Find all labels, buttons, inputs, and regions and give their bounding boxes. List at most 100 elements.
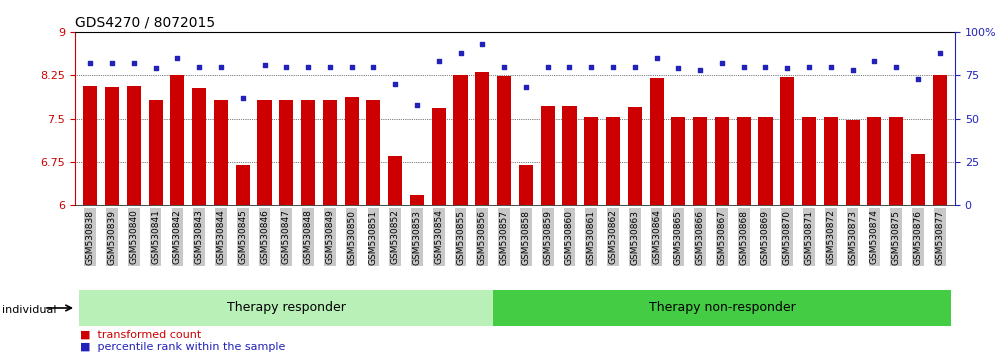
- Text: GSM530860: GSM530860: [565, 210, 574, 264]
- Bar: [432, 108, 446, 205]
- Bar: [127, 86, 141, 205]
- Point: [714, 60, 730, 66]
- Bar: [693, 118, 707, 205]
- Text: GSM530865: GSM530865: [674, 210, 683, 264]
- Point: [801, 64, 817, 69]
- Bar: [83, 86, 97, 205]
- Point: [845, 67, 861, 73]
- Bar: [933, 75, 947, 205]
- Text: GSM530838: GSM530838: [86, 210, 95, 264]
- Bar: [846, 120, 860, 205]
- Bar: [584, 117, 598, 205]
- Text: GSM530869: GSM530869: [761, 210, 770, 264]
- Bar: [388, 156, 402, 205]
- Bar: [475, 72, 489, 205]
- Text: GSM530850: GSM530850: [347, 210, 356, 264]
- Point: [561, 64, 577, 69]
- Bar: [889, 118, 903, 205]
- Text: GSM530872: GSM530872: [826, 210, 835, 264]
- Text: GSM530873: GSM530873: [848, 210, 857, 264]
- Point: [191, 64, 207, 69]
- Text: GSM530857: GSM530857: [500, 210, 509, 264]
- Text: GSM530852: GSM530852: [391, 210, 400, 264]
- Text: ■  transformed count: ■ transformed count: [80, 330, 201, 339]
- Text: GSM530874: GSM530874: [870, 210, 879, 264]
- Text: GSM530844: GSM530844: [216, 210, 225, 264]
- Point: [823, 64, 839, 69]
- Bar: [236, 165, 250, 205]
- Point: [583, 64, 599, 69]
- Bar: [493, 290, 951, 326]
- Point: [365, 64, 381, 69]
- Text: GSM530853: GSM530853: [412, 210, 421, 264]
- Text: GSM530868: GSM530868: [739, 210, 748, 264]
- Bar: [519, 165, 533, 205]
- Point: [409, 102, 425, 108]
- Text: GDS4270 / 8072015: GDS4270 / 8072015: [75, 15, 215, 29]
- Bar: [366, 100, 380, 205]
- Text: GSM530861: GSM530861: [587, 210, 596, 264]
- Text: GSM530856: GSM530856: [478, 210, 487, 264]
- Point: [779, 65, 795, 71]
- Point: [605, 64, 621, 69]
- Text: GSM530843: GSM530843: [195, 210, 204, 264]
- Bar: [323, 99, 337, 205]
- Point: [649, 55, 665, 61]
- Point: [910, 76, 926, 81]
- Bar: [562, 106, 577, 205]
- Text: GSM530841: GSM530841: [151, 210, 160, 264]
- Point: [736, 64, 752, 69]
- Point: [866, 58, 882, 64]
- Bar: [497, 76, 511, 205]
- Point: [387, 81, 403, 87]
- Bar: [802, 118, 816, 205]
- Bar: [279, 99, 293, 205]
- Text: GSM530847: GSM530847: [282, 210, 291, 264]
- Point: [453, 50, 469, 56]
- Bar: [758, 118, 773, 205]
- Text: GSM530851: GSM530851: [369, 210, 378, 264]
- Text: GSM530863: GSM530863: [630, 210, 639, 264]
- Point: [235, 95, 251, 101]
- Text: GSM530855: GSM530855: [456, 210, 465, 264]
- Bar: [824, 118, 838, 205]
- Text: GSM530867: GSM530867: [717, 210, 726, 264]
- Bar: [214, 99, 228, 205]
- Point: [692, 67, 708, 73]
- Text: GSM530845: GSM530845: [238, 210, 247, 264]
- Point: [757, 64, 773, 69]
- Bar: [79, 290, 493, 326]
- Text: GSM530864: GSM530864: [652, 210, 661, 264]
- Bar: [541, 106, 555, 205]
- Point: [169, 55, 185, 61]
- Text: GSM530842: GSM530842: [173, 210, 182, 264]
- Bar: [192, 88, 206, 205]
- Text: GSM530848: GSM530848: [304, 210, 313, 264]
- Point: [540, 64, 556, 69]
- Point: [213, 64, 229, 69]
- Point: [496, 64, 512, 69]
- Text: GSM530859: GSM530859: [543, 210, 552, 264]
- Bar: [345, 97, 359, 205]
- Point: [627, 64, 643, 69]
- Bar: [606, 117, 620, 205]
- Bar: [301, 99, 315, 205]
- Text: GSM530870: GSM530870: [783, 210, 792, 264]
- Bar: [715, 118, 729, 205]
- Point: [670, 65, 686, 71]
- Text: GSM530866: GSM530866: [696, 210, 705, 264]
- Bar: [257, 99, 272, 205]
- Point: [322, 64, 338, 69]
- Text: GSM530858: GSM530858: [521, 210, 530, 264]
- Bar: [453, 75, 468, 205]
- Bar: [671, 118, 685, 205]
- Bar: [911, 154, 925, 205]
- Text: GSM530846: GSM530846: [260, 210, 269, 264]
- Text: GSM530871: GSM530871: [805, 210, 814, 264]
- Point: [474, 41, 490, 47]
- Bar: [410, 195, 424, 205]
- Text: ■  percentile rank within the sample: ■ percentile rank within the sample: [80, 342, 285, 352]
- Point: [82, 60, 98, 66]
- Point: [518, 85, 534, 90]
- Point: [104, 60, 120, 66]
